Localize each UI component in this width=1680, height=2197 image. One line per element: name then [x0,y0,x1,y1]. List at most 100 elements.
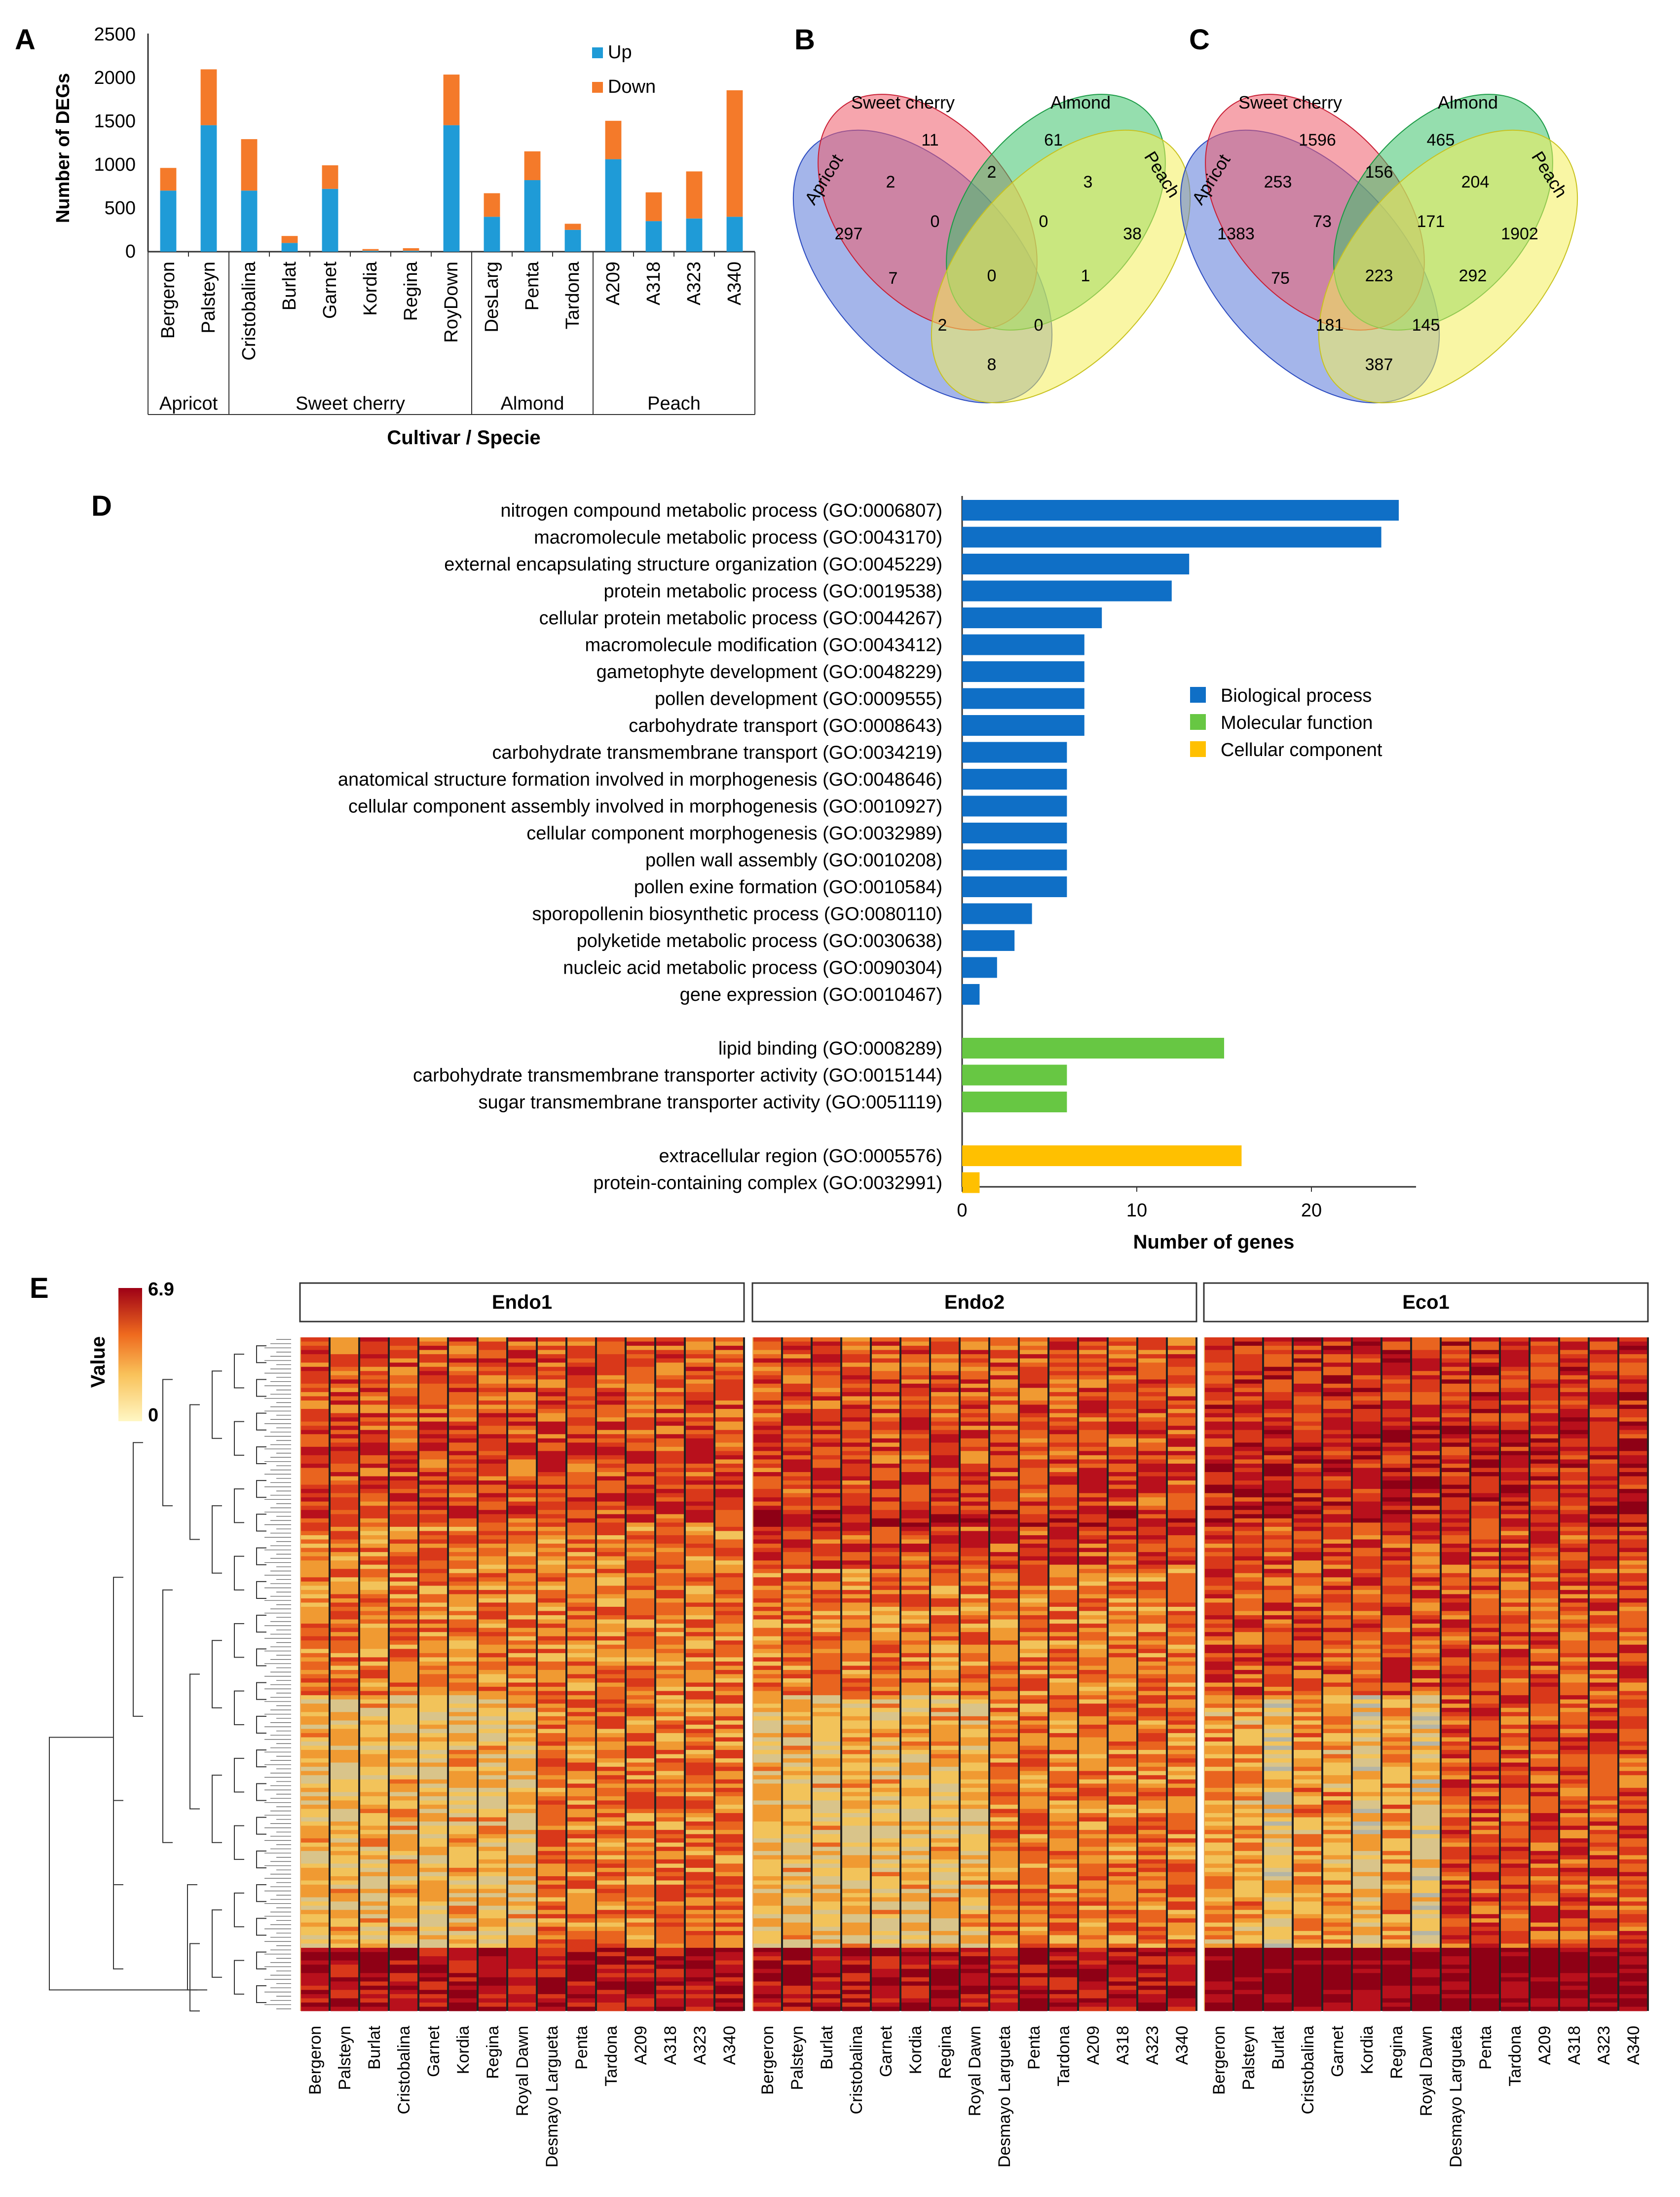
heatmap-cell [301,1409,329,1413]
heatmap-cell [1049,1531,1077,1536]
heatmap-cell [567,1914,595,1919]
heatmap-cell [842,1611,870,1616]
heatmap-cell [842,1451,870,1456]
heatmap-cell [872,1388,899,1393]
heatmap-cell [842,1569,870,1574]
heatmap-cell [872,1733,899,1738]
heatmap-cell [301,1552,329,1557]
heatmap-cell [753,1383,781,1388]
heatmap-cell [1109,1809,1136,1814]
heatmap-cell [567,1754,595,1759]
heatmap-cell [686,1644,713,1649]
heatmap-cell [508,1569,536,1574]
heatmap-cell [508,1363,536,1367]
heatmap-cell [627,1556,654,1561]
heatmap-cell [656,1863,684,1868]
heatmap-cell [901,1742,929,1746]
heatmap-cell [390,1350,417,1355]
heatmap-cell [567,1859,595,1864]
heatmap-cell [783,1783,811,1788]
heatmap-cell [538,1548,565,1553]
heatmap-cell [783,1476,811,1481]
heatmap-cell [783,1851,811,1856]
heatmap-cell [901,1636,929,1641]
heatmap-cell [331,1707,358,1712]
heatmap-cell [931,1535,959,1540]
heatmap-cell [686,1413,713,1418]
heatmap-cell [331,1506,358,1511]
heatmap-cell [508,1948,536,1952]
heatmap-cell [783,1493,811,1498]
heatmap-cell [567,1531,595,1536]
heatmap-cell [686,1371,713,1376]
heatmap-cell [783,1922,811,1927]
heatmap-cell [961,1985,988,1990]
heatmap-cell [538,1649,565,1654]
heatmap-cell [390,1990,417,1995]
heatmap-cell [627,1965,654,1970]
heatmap-cell [449,1990,477,1995]
heatmap-cell [813,1956,840,1961]
heatmap-cell [1020,1421,1047,1426]
heatmap-cell [390,1577,417,1582]
heatmap-cell [419,1863,447,1868]
heatmap-cell [1049,1834,1077,1839]
heatmap-cell [419,1628,447,1632]
heatmap-cell [753,1733,781,1738]
heatmap-cell [1109,1745,1136,1750]
heatmap-cell [931,1682,959,1687]
heatmap-cell [567,1771,595,1776]
heatmap-cell [686,1948,713,1952]
heatmap-cell [390,1421,417,1426]
heatmap-cell [961,1880,988,1885]
heatmap-cell [961,2002,988,2007]
heatmap-cell [390,1484,417,1489]
heatmap-cell [872,1421,899,1426]
heatmap-cell [331,1573,358,1578]
heatmap-cell [479,1825,506,1830]
heatmap-cell [1079,1644,1107,1649]
heatmap-cell [931,1762,959,1767]
heatmap-cell [990,1526,1018,1531]
heatmap-cell [301,1724,329,1729]
heatmap-cell [360,1771,388,1776]
heatmap-cell [567,1661,595,1666]
heatmap-cell [872,1901,899,1906]
heatmap-cell [931,1880,959,1885]
heatmap-cell [360,1434,388,1439]
heatmap-cell [538,1594,565,1599]
heatmap-cell [1109,1514,1136,1519]
heatmap-cell [508,1346,536,1350]
heatmap-cell [538,1905,565,1910]
heatmap-cell [390,1417,417,1422]
heatmap-cell [627,1876,654,1881]
heatmap-cell [813,1590,840,1594]
heatmap-cell [449,1745,477,1750]
heatmap-cell [1020,1783,1047,1788]
heatmap-cell [508,1624,536,1629]
heatmap-cell [479,1615,506,1620]
heatmap-cell [508,1885,536,1889]
heatmap-cell [390,1754,417,1759]
heatmap-cell [301,1590,329,1594]
heatmap-cell [1049,1901,1077,1906]
heatmap-cell [1049,1695,1077,1700]
heatmap-cell [783,1552,811,1557]
heatmap-cell [1079,1404,1107,1409]
heatmap-cell [419,1834,447,1839]
heatmap-cell [360,1847,388,1852]
heatmap-cell [813,1548,840,1553]
dendrogram-branch [234,1488,244,1523]
heatmap-cell [301,1867,329,1872]
heatmap-cell [783,1821,811,1826]
heatmap-cell [872,1392,899,1397]
x-tick-label: 10 [1126,1200,1147,1221]
heatmap-column [597,1337,625,2011]
heatmap-cell [1049,1388,1077,1393]
heatmap-cell [1109,2002,1136,2007]
heatmap-cell [1109,1510,1136,1515]
heatmap-cell [567,1880,595,1885]
heatmap-cell [419,1388,447,1393]
heatmap-cell [656,1821,684,1826]
heatmap-cell [1020,1569,1047,1574]
